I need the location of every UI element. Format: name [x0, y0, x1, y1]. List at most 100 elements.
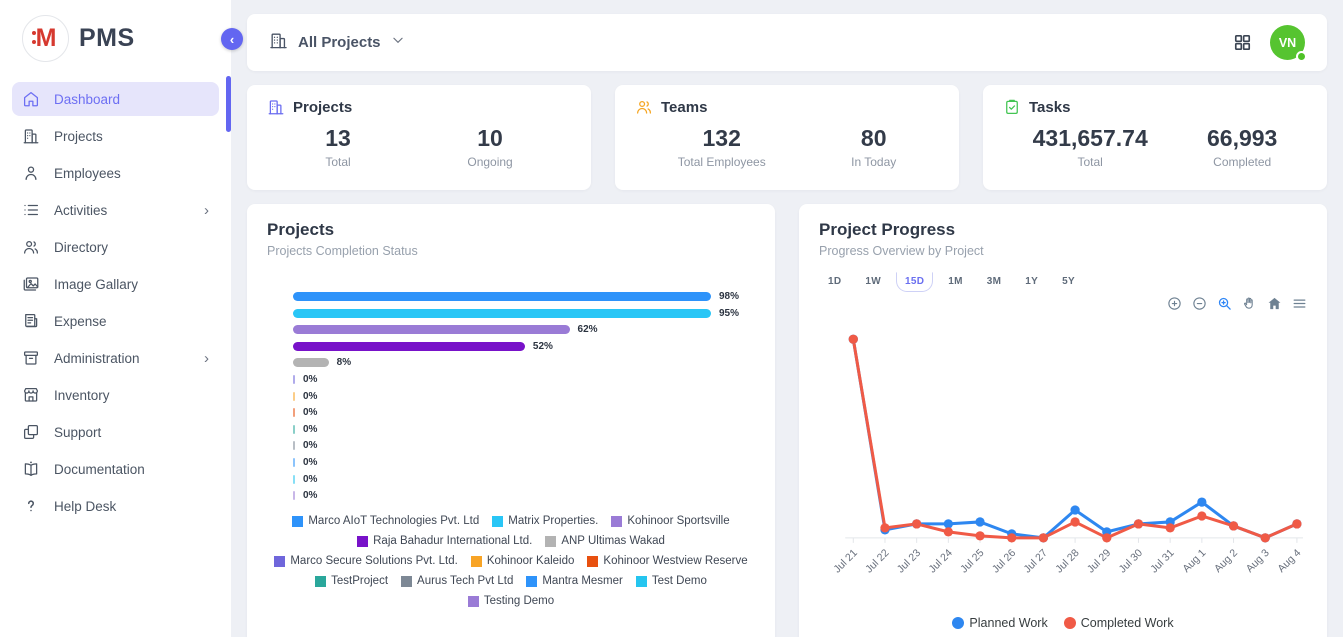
- building-icon: [22, 127, 40, 145]
- stat-metric: 431,657.74 Total: [1033, 125, 1148, 169]
- bar-track: 0%: [293, 407, 739, 418]
- x-axis-label: Jul 31: [1148, 547, 1177, 576]
- home-icon[interactable]: [1267, 296, 1282, 312]
- range-button-1d[interactable]: 1D: [828, 276, 842, 287]
- legend-swatch: [526, 575, 538, 587]
- legend-label: TestProject: [331, 575, 389, 588]
- legend-item[interactable]: ANP Ultimas Wakad: [545, 535, 665, 547]
- pan-icon[interactable]: [1242, 296, 1257, 312]
- x-axis-label: Aug 1: [1180, 547, 1208, 575]
- legend-item[interactable]: Kohinoor Westview Reserve: [587, 555, 748, 567]
- sidebar-item-support[interactable]: Support: [12, 415, 219, 449]
- store-icon: [22, 386, 40, 404]
- project-filter-dropdown[interactable]: All Projects: [269, 31, 405, 55]
- stat-card-title: Teams: [661, 98, 708, 116]
- sidebar-item-administration[interactable]: Administration ›: [12, 341, 219, 375]
- stat-metric: 13 Total: [325, 125, 351, 169]
- range-button-3m[interactable]: 3M: [986, 276, 1002, 287]
- charts-row: Projects Projects Completion Status 98% 9…: [247, 204, 1327, 637]
- sidebar-item-expense[interactable]: Expense: [12, 304, 219, 338]
- copy-icon: [22, 423, 40, 441]
- metric-value: 13: [325, 125, 351, 151]
- sidebar-nav: Dashboard Projects Employees Activities › Dir…: [0, 76, 231, 532]
- stat-metrics: 132 Total Employees 80 In Today: [635, 125, 939, 169]
- zoom-out-icon[interactable]: [1192, 296, 1207, 312]
- legend-item[interactable]: Kohinoor Sportsville: [611, 515, 730, 527]
- legend-item[interactable]: Marco AIoT Technologies Pvt. Ltd: [292, 515, 479, 527]
- legend-swatch: [545, 535, 557, 547]
- range-button-1y[interactable]: 1Y: [1025, 276, 1039, 287]
- apps-grid-icon[interactable]: [1233, 33, 1252, 52]
- sidebar-scrollbar-thumb[interactable]: [226, 76, 231, 132]
- legend-label: Marco Secure Solutions Pvt. Ltd.: [290, 555, 458, 568]
- bar-chart-legend: Marco AIoT Technologies Pvt. Ltd Matrix P…: [267, 515, 755, 607]
- data-point: [943, 519, 953, 529]
- range-button-15d[interactable]: 15D: [896, 272, 934, 292]
- people-icon: [22, 238, 40, 256]
- data-point: [975, 531, 985, 541]
- sidebar-item-employees[interactable]: Employees: [12, 156, 219, 190]
- bar: [293, 408, 295, 418]
- legend-item[interactable]: Test Demo: [635, 575, 707, 587]
- bar-row: 0%: [293, 424, 755, 435]
- legend-item[interactable]: Testing Demo: [467, 595, 554, 607]
- stat-card-tasks: Tasks 431,657.74 Total 66,993 Completed: [983, 85, 1327, 190]
- metric-value: 10: [477, 125, 503, 151]
- legend-item[interactable]: TestProject: [315, 575, 388, 587]
- legend-dot: [952, 617, 965, 630]
- sidebar-item-inventory[interactable]: Inventory: [12, 378, 219, 412]
- legend-item[interactable]: Completed Work: [1063, 616, 1174, 630]
- range-button-5y[interactable]: 5Y: [1062, 276, 1075, 287]
- legend-swatch: [635, 575, 647, 587]
- sidebar-item-label: Activities: [54, 202, 108, 218]
- legend-label: Planned Work: [969, 616, 1048, 631]
- metric-label: Total: [1077, 155, 1103, 169]
- data-point: [943, 527, 953, 537]
- bar-row: 8%: [293, 357, 755, 368]
- data-point: [1228, 521, 1239, 531]
- data-point: [1292, 519, 1302, 529]
- x-axis-label: Jul 27: [1022, 547, 1051, 576]
- x-axis-label: Jul 28: [1053, 547, 1082, 576]
- legend-item[interactable]: Matrix Properties.: [492, 515, 598, 527]
- line-chart-svg[interactable]: Jul 21 Jul 22 Jul 23 Jul 24 Jul 25 Jul 26 Jul …: [819, 314, 1307, 612]
- bar-track: 62%: [293, 324, 739, 335]
- line-chart-plot[interactable]: Jul 21 Jul 22 Jul 23 Jul 24 Jul 25 Jul 26 Jul …: [819, 314, 1307, 612]
- legend-item[interactable]: Aurus Tech Pvt Ltd: [401, 575, 513, 587]
- bar-row: 0%: [293, 391, 755, 402]
- data-point: [975, 517, 985, 527]
- sidebar-item-projects[interactable]: Projects: [12, 119, 219, 153]
- range-buttons: 1D 1W 15D 1M 3M 1Y 5Y: [819, 272, 1307, 292]
- bar-track: 0%: [293, 391, 739, 402]
- legend-item[interactable]: Raja Bahadur International Ltd.: [357, 535, 532, 547]
- legend-item[interactable]: Marco Secure Solutions Pvt. Ltd.: [274, 555, 458, 568]
- user-avatar[interactable]: VN: [1270, 25, 1307, 62]
- range-button-1w[interactable]: 1W: [865, 276, 881, 287]
- bar-track: 0%: [293, 457, 739, 468]
- legend-item[interactable]: Kohinoor Kaleido: [470, 555, 574, 567]
- bar-value-label: 95%: [718, 307, 739, 319]
- data-point: [1197, 511, 1207, 521]
- sidebar-item-directory[interactable]: Directory: [12, 230, 219, 264]
- sidebar-collapse-button[interactable]: ‹: [221, 28, 243, 50]
- sidebar-item-documentation[interactable]: Documentation: [12, 452, 219, 486]
- stat-metric: 66,993 Completed: [1207, 125, 1277, 169]
- range-button-1m[interactable]: 1M: [948, 276, 963, 287]
- bar-value-label: 0%: [303, 390, 318, 402]
- selection-zoom-icon[interactable]: [1217, 296, 1232, 312]
- chart-toolbar: [819, 296, 1307, 312]
- sidebar-item-label: Administration: [54, 350, 140, 366]
- sidebar-item-dashboard[interactable]: Dashboard: [12, 82, 219, 116]
- legend-item[interactable]: Mantra Mesmer: [526, 575, 623, 587]
- legend-item[interactable]: Planned Work: [952, 616, 1048, 631]
- legend-swatch: [292, 515, 304, 527]
- zoom-in-icon[interactable]: [1167, 296, 1182, 312]
- progress-chart-subtitle: Progress Overview by Project: [819, 244, 984, 258]
- sidebar-item-image-gallary[interactable]: Image Gallary: [12, 267, 219, 301]
- stat-metric: 10 Ongoing: [467, 125, 512, 169]
- sidebar-item-help-desk[interactable]: Help Desk: [12, 489, 219, 523]
- sidebar-item-activities[interactable]: Activities ›: [12, 193, 219, 227]
- menu-icon[interactable]: [1292, 296, 1307, 312]
- legend-swatch: [401, 575, 413, 587]
- bar-chart-plot[interactable]: 98% 95% 62% 52% 8% 0% 0% 0% 0% 0% 0% 0% 0%: [293, 291, 755, 501]
